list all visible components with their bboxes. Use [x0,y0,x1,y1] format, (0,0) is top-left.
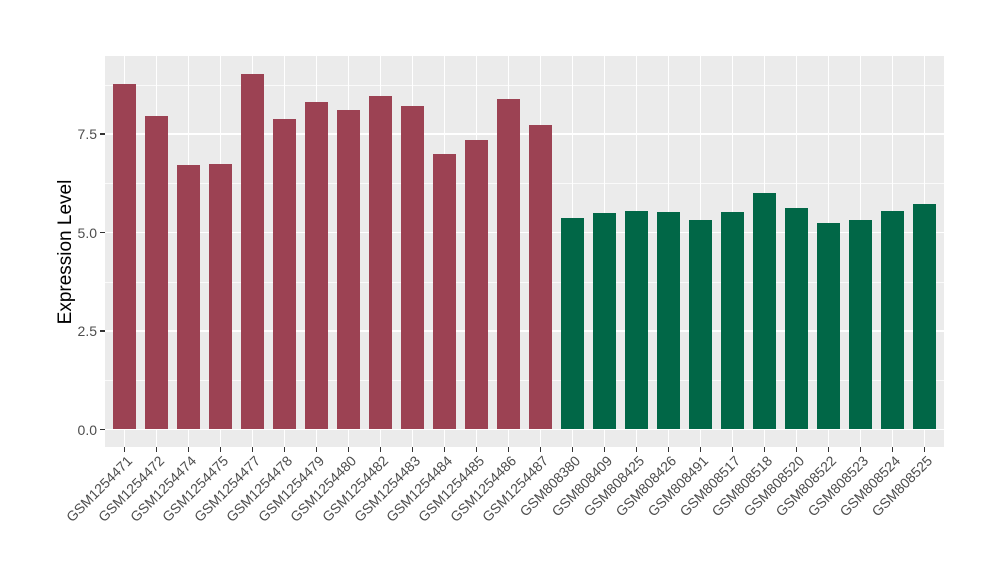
x-axis-tick-mark [347,447,350,452]
x-axis-tick-mark [443,447,446,452]
bar [273,119,296,430]
bar [689,219,712,430]
bar [753,193,776,430]
bar [913,203,936,430]
x-axis-tick-mark [827,447,830,452]
y-axis-tick-label: 2.5 [77,323,97,339]
bar [785,208,808,430]
x-axis-tick-mark [859,447,862,452]
y-axis-tick-label: 7.5 [77,126,97,142]
y-axis-tick-mark [100,428,105,431]
bar [881,210,904,430]
gridline-major-horizontal [105,133,944,135]
x-axis-tick-mark [635,447,638,452]
x-axis-tick-mark [411,447,414,452]
bar [433,154,456,430]
bar [817,223,840,430]
chart-panel [105,56,944,447]
bar [657,212,680,430]
bar [465,139,488,430]
gridline-major-horizontal [105,330,944,332]
x-axis-tick-mark [187,447,190,452]
x-axis-tick-mark [763,447,766,452]
x-axis-tick-mark [251,447,254,452]
x-axis-tick-mark [507,447,510,452]
bar [305,102,328,430]
x-axis-tick-mark [155,447,158,452]
x-axis-tick-mark [731,447,734,452]
x-axis-tick-mark [923,447,926,452]
x-axis-tick-mark [219,447,222,452]
bar [337,109,360,430]
x-axis-tick-mark [603,447,606,452]
bar [593,212,616,430]
bar [529,125,552,430]
bar [369,96,392,430]
x-axis-tick-mark [315,447,318,452]
bar [401,106,424,430]
y-axis-tick-mark [100,330,105,332]
x-axis-tick-mark [379,447,382,452]
bar [177,165,200,430]
x-axis-tick-mark [475,447,478,452]
y-axis-tick-mark [100,133,105,135]
x-axis-tick-mark [699,447,702,452]
gridline-minor-horizontal [105,281,944,283]
x-axis-tick-mark [667,447,670,452]
x-axis-tick-mark [539,447,542,452]
y-axis-tick-label: 5.0 [77,224,97,241]
gridline-minor-horizontal [105,183,944,184]
x-axis-tick-mark [123,447,126,452]
bar [849,219,872,430]
x-axis-tick-mark [283,447,286,452]
bar [241,74,264,430]
bar [113,84,136,430]
y-axis-tick-label: 0.0 [77,421,97,438]
bar [145,115,168,430]
gridline-major-horizontal [105,231,944,234]
bar [561,218,584,430]
y-axis-title: Expression Level [55,179,76,325]
bar [721,212,744,430]
x-axis-tick-mark [891,447,894,452]
x-axis-tick-mark [571,447,574,452]
bar [209,163,232,430]
x-axis-tick-mark [795,447,798,452]
y-axis-tick-mark [100,231,105,234]
bar [497,99,520,430]
gridline-minor-horizontal [105,84,944,86]
gridline-major-horizontal [105,428,944,431]
gridline-minor-horizontal [105,380,944,381]
bar [625,210,648,430]
